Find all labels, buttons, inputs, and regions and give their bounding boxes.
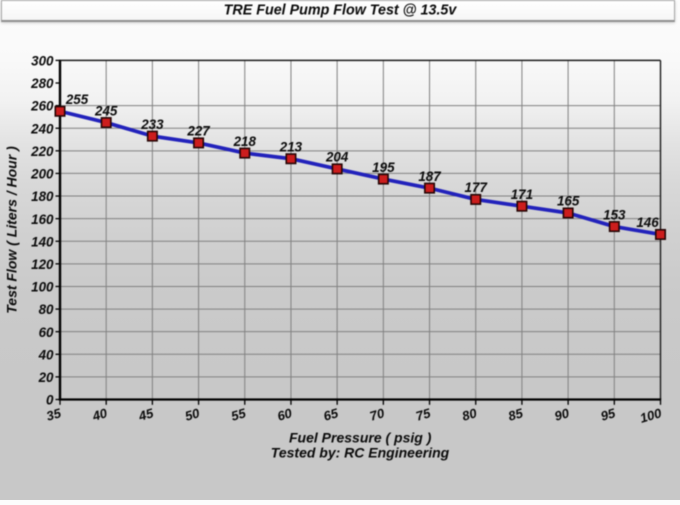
svg-text:35: 35	[45, 405, 64, 424]
svg-text:245: 245	[94, 103, 118, 118]
svg-text:120: 120	[31, 257, 54, 272]
svg-text:Test Flow ( Liters / Hour ): Test Flow ( Liters / Hour )	[4, 146, 20, 314]
svg-text:233: 233	[140, 117, 164, 132]
svg-text:70: 70	[368, 405, 387, 424]
svg-text:95: 95	[599, 405, 618, 424]
svg-text:80: 80	[460, 405, 479, 424]
svg-text:100: 100	[638, 405, 664, 426]
svg-text:165: 165	[557, 194, 580, 209]
svg-text:40: 40	[90, 405, 110, 424]
svg-text:100: 100	[31, 280, 54, 295]
svg-text:Tested by: RC Engineering: Tested by: RC Engineering	[271, 444, 450, 460]
svg-text:160: 160	[31, 212, 54, 227]
svg-text:240: 240	[30, 121, 54, 136]
svg-text:195: 195	[372, 160, 395, 175]
svg-text:153: 153	[603, 207, 626, 222]
svg-text:171: 171	[511, 187, 533, 202]
svg-text:40: 40	[38, 347, 54, 362]
svg-text:177: 177	[465, 180, 488, 195]
svg-text:180: 180	[31, 189, 54, 204]
svg-text:Fuel Pressure ( psig ): Fuel Pressure ( psig )	[289, 430, 432, 446]
svg-text:227: 227	[186, 124, 210, 139]
svg-text:90: 90	[553, 405, 572, 424]
svg-text:0: 0	[46, 393, 54, 408]
svg-text:20: 20	[38, 370, 54, 385]
svg-text:80: 80	[39, 302, 54, 317]
svg-text:65: 65	[322, 405, 341, 424]
svg-text:204: 204	[325, 150, 349, 165]
svg-text:60: 60	[39, 325, 54, 340]
svg-text:50: 50	[183, 405, 202, 424]
svg-text:85: 85	[507, 405, 526, 424]
svg-text:300: 300	[31, 54, 54, 69]
svg-text:60: 60	[276, 405, 295, 424]
svg-text:200: 200	[30, 167, 54, 182]
svg-text:280: 280	[30, 76, 54, 91]
svg-text:220: 220	[30, 144, 54, 159]
svg-text:255: 255	[65, 92, 89, 107]
svg-text:213: 213	[279, 139, 303, 154]
svg-text:187: 187	[418, 169, 441, 184]
svg-text:140: 140	[31, 234, 54, 249]
svg-text:45: 45	[136, 405, 156, 424]
svg-text:260: 260	[30, 99, 54, 114]
svg-text:TRE Fuel Pump Flow Test @ 13.5: TRE Fuel Pump Flow Test @ 13.5v	[224, 2, 458, 18]
svg-text:55: 55	[229, 405, 248, 424]
svg-text:75: 75	[414, 405, 433, 424]
svg-text:218: 218	[233, 134, 257, 149]
svg-text:146: 146	[636, 215, 659, 230]
